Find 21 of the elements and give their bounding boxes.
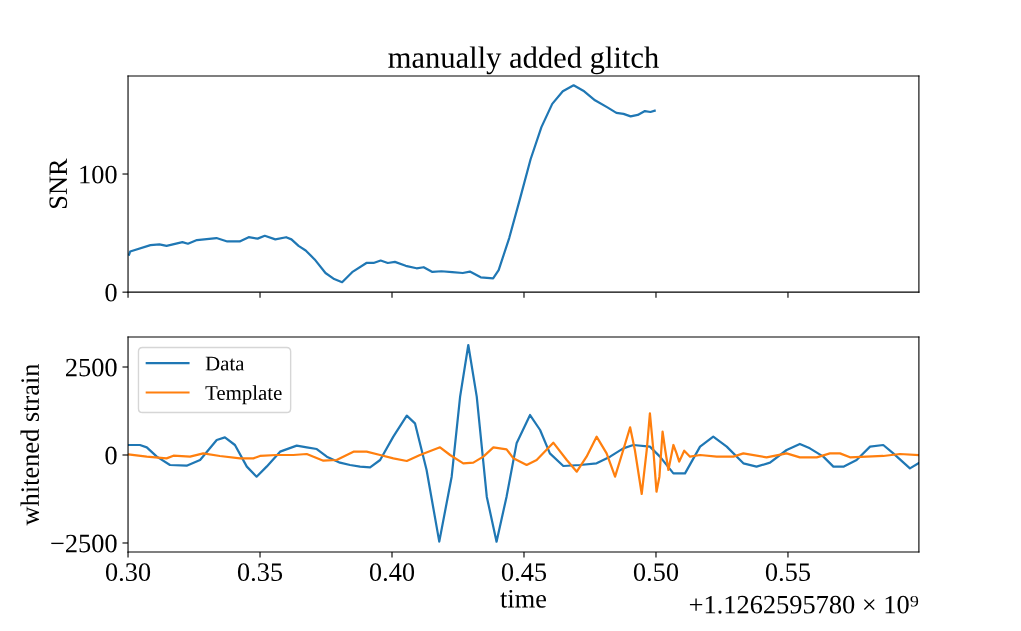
text: +1.1262595780 × 10⁹ bbox=[689, 595, 919, 614]
line-series bbox=[128, 84, 656, 284]
x-tick-label: 0.45 bbox=[501, 563, 547, 582]
x-tick-label: 0.30 bbox=[105, 563, 151, 582]
y-tick-label: 0 bbox=[105, 283, 117, 302]
x-axis-title: time bbox=[500, 589, 546, 608]
x-tick-label: 0.40 bbox=[369, 563, 415, 582]
y-axis-title: SNR bbox=[49, 158, 68, 208]
legend-label: Data bbox=[205, 356, 245, 371]
y-tick-label: 100 bbox=[80, 165, 117, 184]
x-tick-label: 0.35 bbox=[237, 563, 283, 582]
y-tick-label: 2500 bbox=[66, 358, 117, 377]
y-tick-label: 0 bbox=[105, 446, 117, 465]
x-tick-label: 0.50 bbox=[633, 563, 679, 582]
legend-label: Template bbox=[205, 385, 282, 405]
y-axis-title: whitened strain bbox=[20, 363, 40, 526]
line-series bbox=[128, 343, 919, 543]
chart-title: manually added glitch bbox=[388, 46, 659, 75]
y-tick-label: −2500 bbox=[51, 534, 117, 553]
line-series bbox=[128, 412, 919, 496]
x-tick-label: 0.55 bbox=[765, 563, 811, 582]
